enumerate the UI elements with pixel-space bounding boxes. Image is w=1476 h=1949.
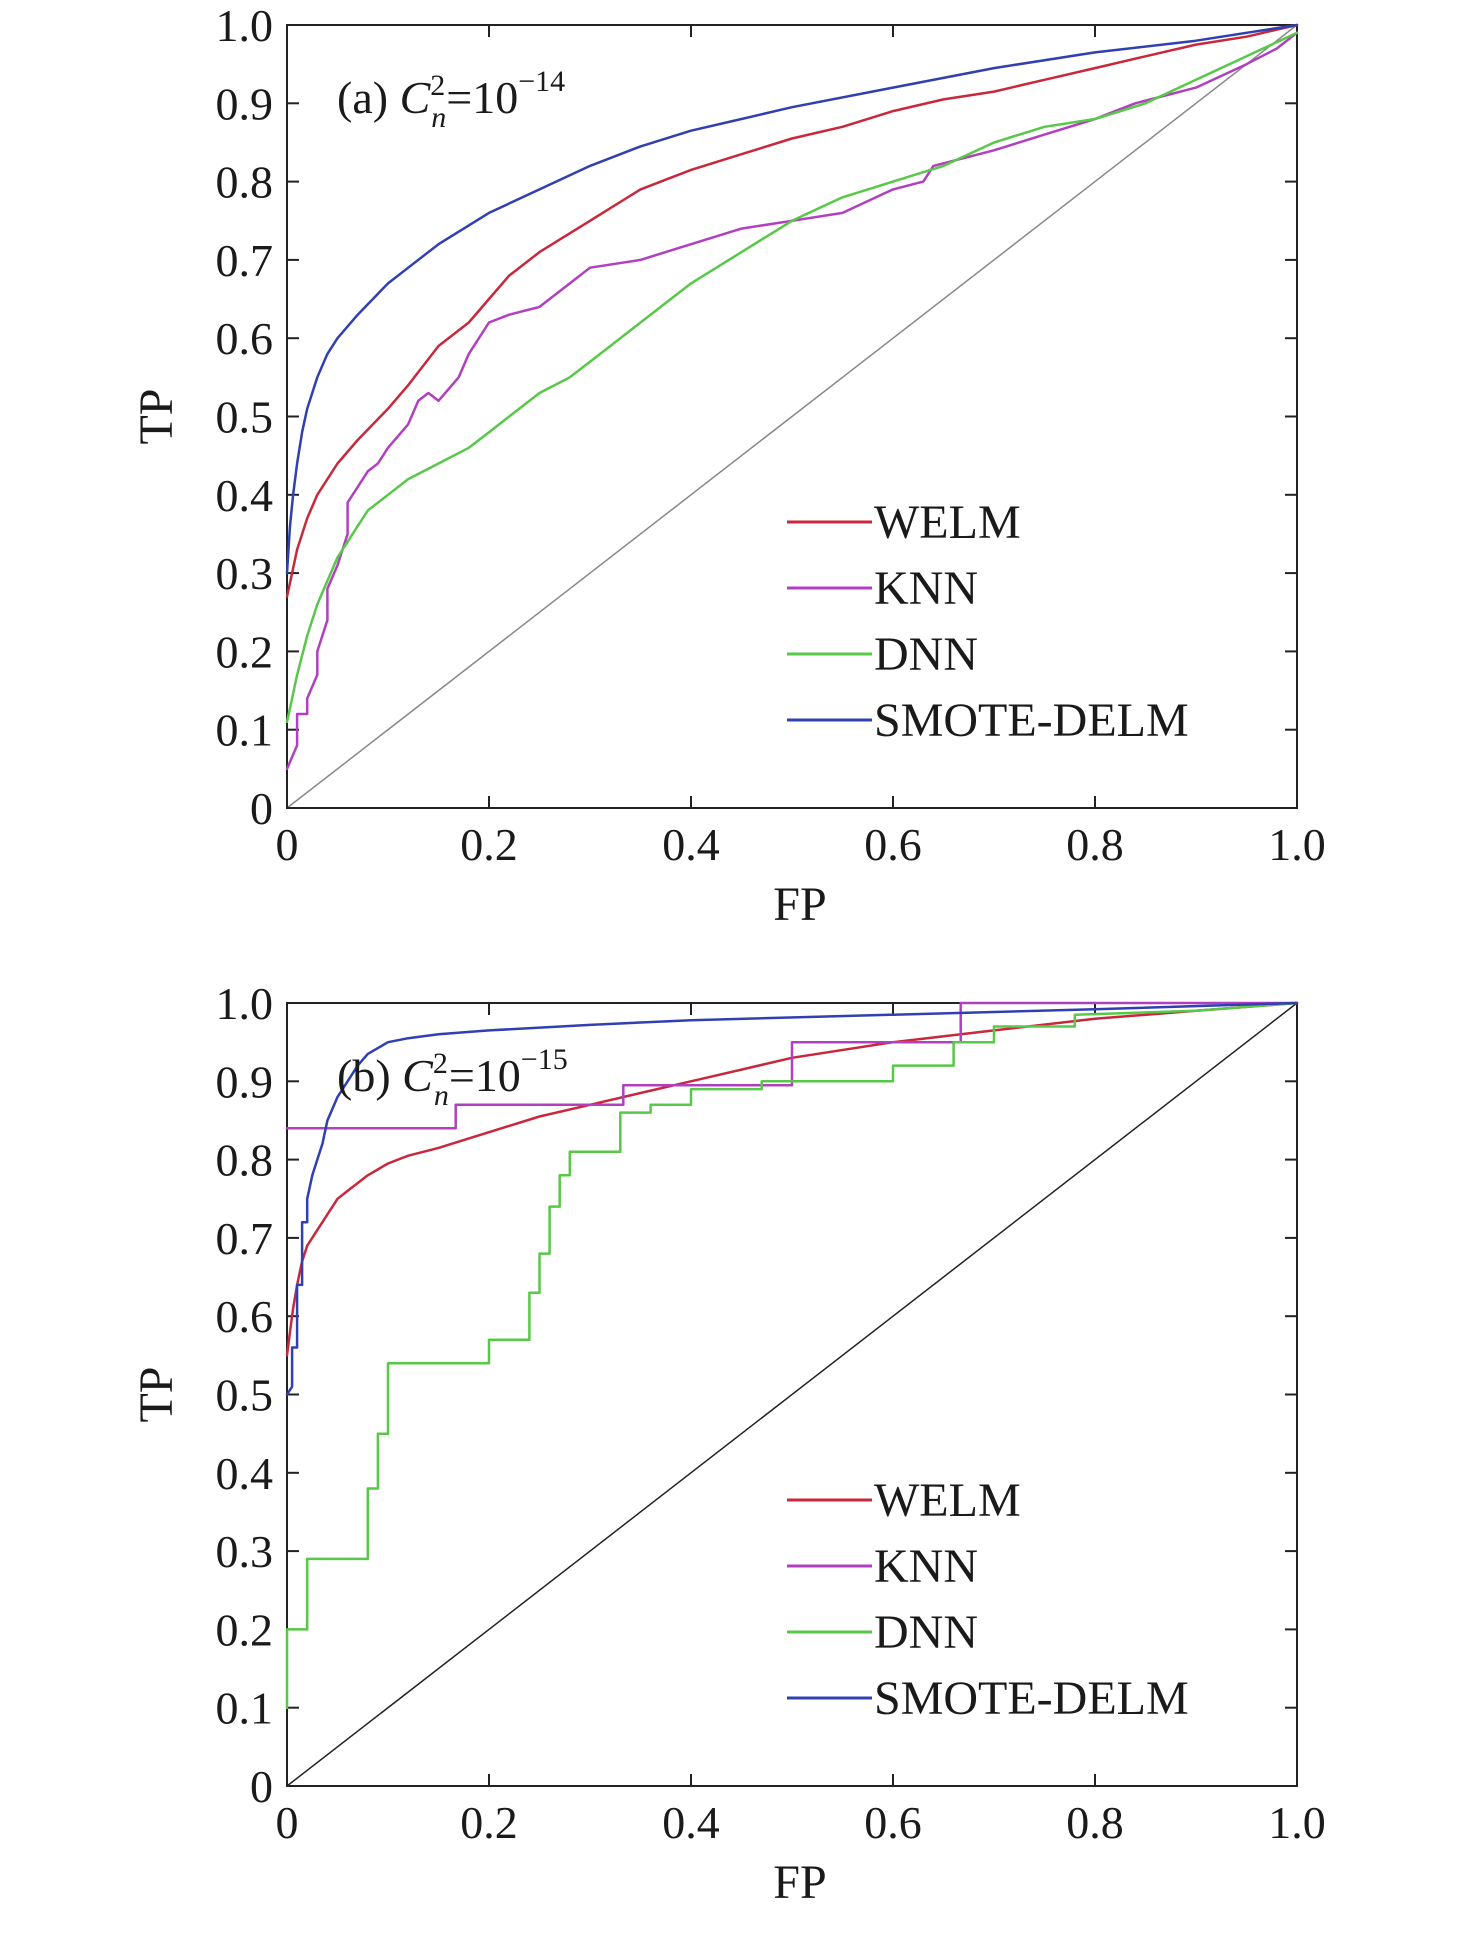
- panel-label-equals: =10: [446, 72, 518, 123]
- legend-label: DNN: [874, 1606, 978, 1659]
- legend-item-welm: WELM: [787, 496, 1021, 549]
- y-tick-label: 0.5: [216, 392, 274, 443]
- legend-label: DNN: [874, 628, 978, 681]
- panel-label-symbol-sub: n: [431, 101, 446, 134]
- diagonal-reference-line: [286, 1002, 1298, 1787]
- legend-label: SMOTE-DELM: [874, 694, 1189, 747]
- y-tick-label: 0.2: [216, 626, 274, 677]
- legend-label: KNN: [874, 562, 978, 615]
- y-tick-label: 0.4: [216, 1448, 274, 1499]
- series-line-knn: [285, 1001, 1299, 1130]
- panel-label-symbol: C: [400, 72, 432, 123]
- y-tick-label: 0.7: [216, 1213, 274, 1264]
- legend-label: KNN: [874, 1540, 978, 1593]
- panel-label: (b) C2 n=10−15: [337, 1043, 568, 1112]
- x-tick-label: 0.4: [662, 819, 720, 870]
- panel-label-symbol-sub: n: [434, 1079, 449, 1112]
- legend-item-welm: WELM: [787, 1474, 1021, 1527]
- y-tick-label: 0.6: [216, 313, 274, 364]
- legend-item-dnn: DNN: [787, 1606, 978, 1659]
- y-tick-label: 0.6: [216, 1291, 274, 1342]
- legend-item-dnn: DNN: [787, 628, 978, 681]
- x-tick-label: 0.8: [1066, 819, 1124, 870]
- y-tick-label: 0: [250, 1761, 273, 1812]
- y-tick-label: 0.1: [216, 1683, 274, 1734]
- legend-item-smote-delm: SMOTE-DELM: [787, 1672, 1189, 1725]
- x-tick-label: 0.4: [662, 1797, 720, 1848]
- y-tick-label: 1.0: [216, 978, 274, 1029]
- y-tick-label: 0.2: [216, 1604, 274, 1655]
- series-line-dnn: [285, 31, 1299, 724]
- y-axis-title: TP: [130, 388, 183, 444]
- diagonal-reference-line: [286, 24, 1298, 809]
- series-line-knn: [285, 31, 1299, 771]
- series-line-smote-delm: [285, 1001, 1299, 1396]
- y-tick-label: 0.1: [216, 705, 274, 756]
- legend-label: WELM: [874, 1474, 1021, 1527]
- y-tick-label: 0.8: [216, 1135, 274, 1186]
- x-tick-label: 0.6: [864, 1797, 922, 1848]
- y-tick-label: 1.0: [216, 0, 274, 51]
- y-tick-label: 0.9: [216, 1056, 274, 1107]
- y-tick-label: 0.8: [216, 157, 274, 208]
- panel-label: (a) C2 n=10−14: [337, 65, 565, 134]
- x-tick-label: 0.8: [1066, 1797, 1124, 1848]
- roc-panel-a: 0 0.2 0.4 0.6 0.8 1.0 0 0.1 0.2 0.3 0.4 0.5 0.6 0.7 0.…: [130, 0, 1326, 931]
- panel-label-exponent: −14: [518, 65, 565, 98]
- x-tick-label: 0: [276, 1797, 299, 1848]
- legend-label: SMOTE-DELM: [874, 1672, 1189, 1725]
- panel-label-equals: =10: [449, 1050, 521, 1101]
- panel-label-prefix: (b): [337, 1050, 402, 1101]
- x-tick-label: 0.2: [460, 819, 518, 870]
- x-tick-label: 0: [276, 819, 299, 870]
- x-tick-label: 0.2: [460, 1797, 518, 1848]
- legend-item-knn: KNN: [787, 562, 978, 615]
- x-axis-title: FP: [773, 1856, 826, 1909]
- x-tick-label: 1.0: [1268, 1797, 1326, 1848]
- panel-label-exponent: −15: [521, 1043, 568, 1076]
- series-line-smote-delm: [285, 23, 1299, 575]
- series-line-welm: [285, 23, 1299, 598]
- y-tick-label: 0: [250, 783, 273, 834]
- legend-item-smote-delm: SMOTE-DELM: [787, 694, 1189, 747]
- legend-item-knn: KNN: [787, 1540, 978, 1593]
- panel-label-prefix: (a): [337, 72, 400, 123]
- x-tick-label: 0.6: [864, 819, 922, 870]
- y-tick-label: 0.9: [216, 78, 274, 129]
- y-tick-label: 0.5: [216, 1370, 274, 1421]
- y-tick-label: 0.3: [216, 1526, 274, 1577]
- y-axis-title: TP: [130, 1366, 183, 1422]
- y-tick-label: 0.3: [216, 548, 274, 599]
- roc-panel-b: 0 0.2 0.4 0.6 0.8 1.0 0 0.1 0.2 0.3 0.4 0.5 0.6 0.7 0.…: [130, 978, 1326, 1909]
- series-line-dnn: [285, 1001, 1299, 1709]
- legend-label: WELM: [874, 496, 1021, 549]
- panel-label-symbol-sup: 2: [430, 69, 445, 102]
- y-tick-label: 0.7: [216, 235, 274, 286]
- panel-label-symbol-sup: 2: [433, 1047, 448, 1080]
- panel-label-symbol: C: [402, 1050, 434, 1101]
- y-tick-label: 0.4: [216, 470, 274, 521]
- x-axis-title: FP: [773, 878, 826, 931]
- x-tick-label: 1.0: [1268, 819, 1326, 870]
